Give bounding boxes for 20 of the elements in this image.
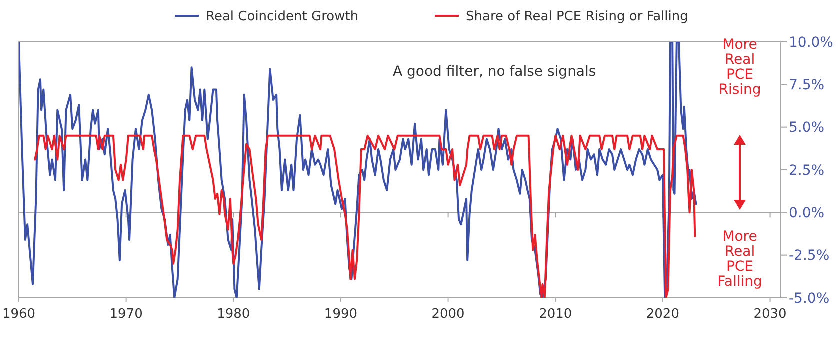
x-tick-label: 2020 [646, 307, 680, 322]
x-tick-label: 2010 [539, 307, 572, 322]
y-tick-label: 5.0% [789, 120, 825, 136]
annotation: More Real PCE Falling [718, 229, 762, 290]
annotation: A good filter, no false signals [393, 64, 596, 80]
y-tick-label: 2.5% [789, 162, 825, 179]
y-tick-label: 10.0% [789, 34, 834, 51]
y-tick-label: -2.5% [789, 248, 830, 264]
x-tick-label: 1960 [2, 307, 36, 322]
y-tick-label: -5.0% [789, 290, 830, 307]
x-tick-label: 2000 [432, 307, 465, 322]
x-tick-label: 1990 [324, 307, 358, 322]
y-tick-label: 7.5% [789, 78, 825, 94]
x-tick-label: 2030 [754, 307, 787, 322]
x-tick-label: 1980 [217, 307, 250, 322]
legend-label: Real Coincident Growth [206, 10, 359, 25]
y-tick-label: 0.0% [789, 206, 825, 222]
legend-label: Share of Real PCE Rising or Falling [466, 10, 688, 25]
x-tick-label: 1970 [110, 307, 143, 322]
annotation: More Real PCE Rising [718, 37, 762, 98]
